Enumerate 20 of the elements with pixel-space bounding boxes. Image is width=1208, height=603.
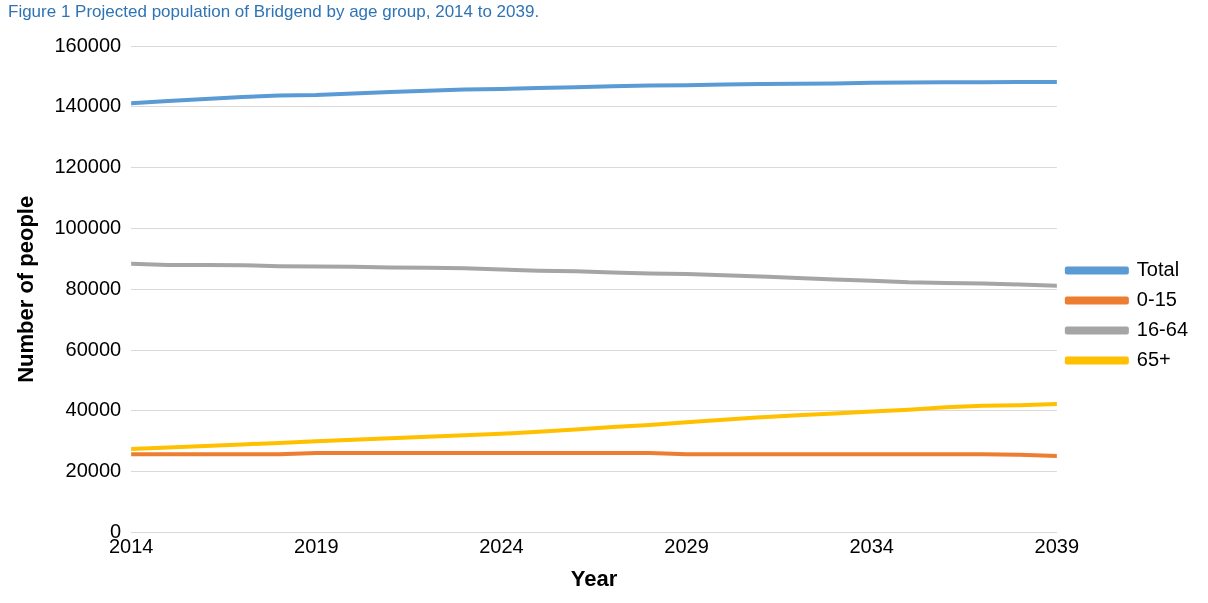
y-tick-label: 160000 <box>54 33 122 56</box>
y-tick-label: 120000 <box>54 155 122 178</box>
chart-title: Figure 1 Projected population of Bridgend by age group, 2014 to 2039. <box>8 2 540 22</box>
legend-label: 65+ <box>1136 348 1171 371</box>
y-tick-label: 40000 <box>65 398 122 421</box>
y-tick-label: 140000 <box>54 94 122 117</box>
x-tick-label: 2019 <box>294 535 339 558</box>
x-tick-label: 2039 <box>1034 535 1080 558</box>
y-axis-title: Number of people <box>13 195 39 383</box>
x-axis-title: Year <box>570 565 618 591</box>
x-tick-label: 2034 <box>849 535 894 558</box>
x-tick-label: 2024 <box>479 535 524 558</box>
y-tick-label: 20000 <box>65 459 122 482</box>
y-tick-label: 100000 <box>54 215 122 238</box>
y-tick-label: 60000 <box>65 337 122 360</box>
legend-label: Total <box>1136 258 1180 281</box>
y-tick-label: 80000 <box>65 276 122 299</box>
legend-label: 0-15 <box>1136 288 1177 311</box>
legend-label: 16-64 <box>1136 318 1188 341</box>
x-tick-label: 2029 <box>664 535 709 558</box>
